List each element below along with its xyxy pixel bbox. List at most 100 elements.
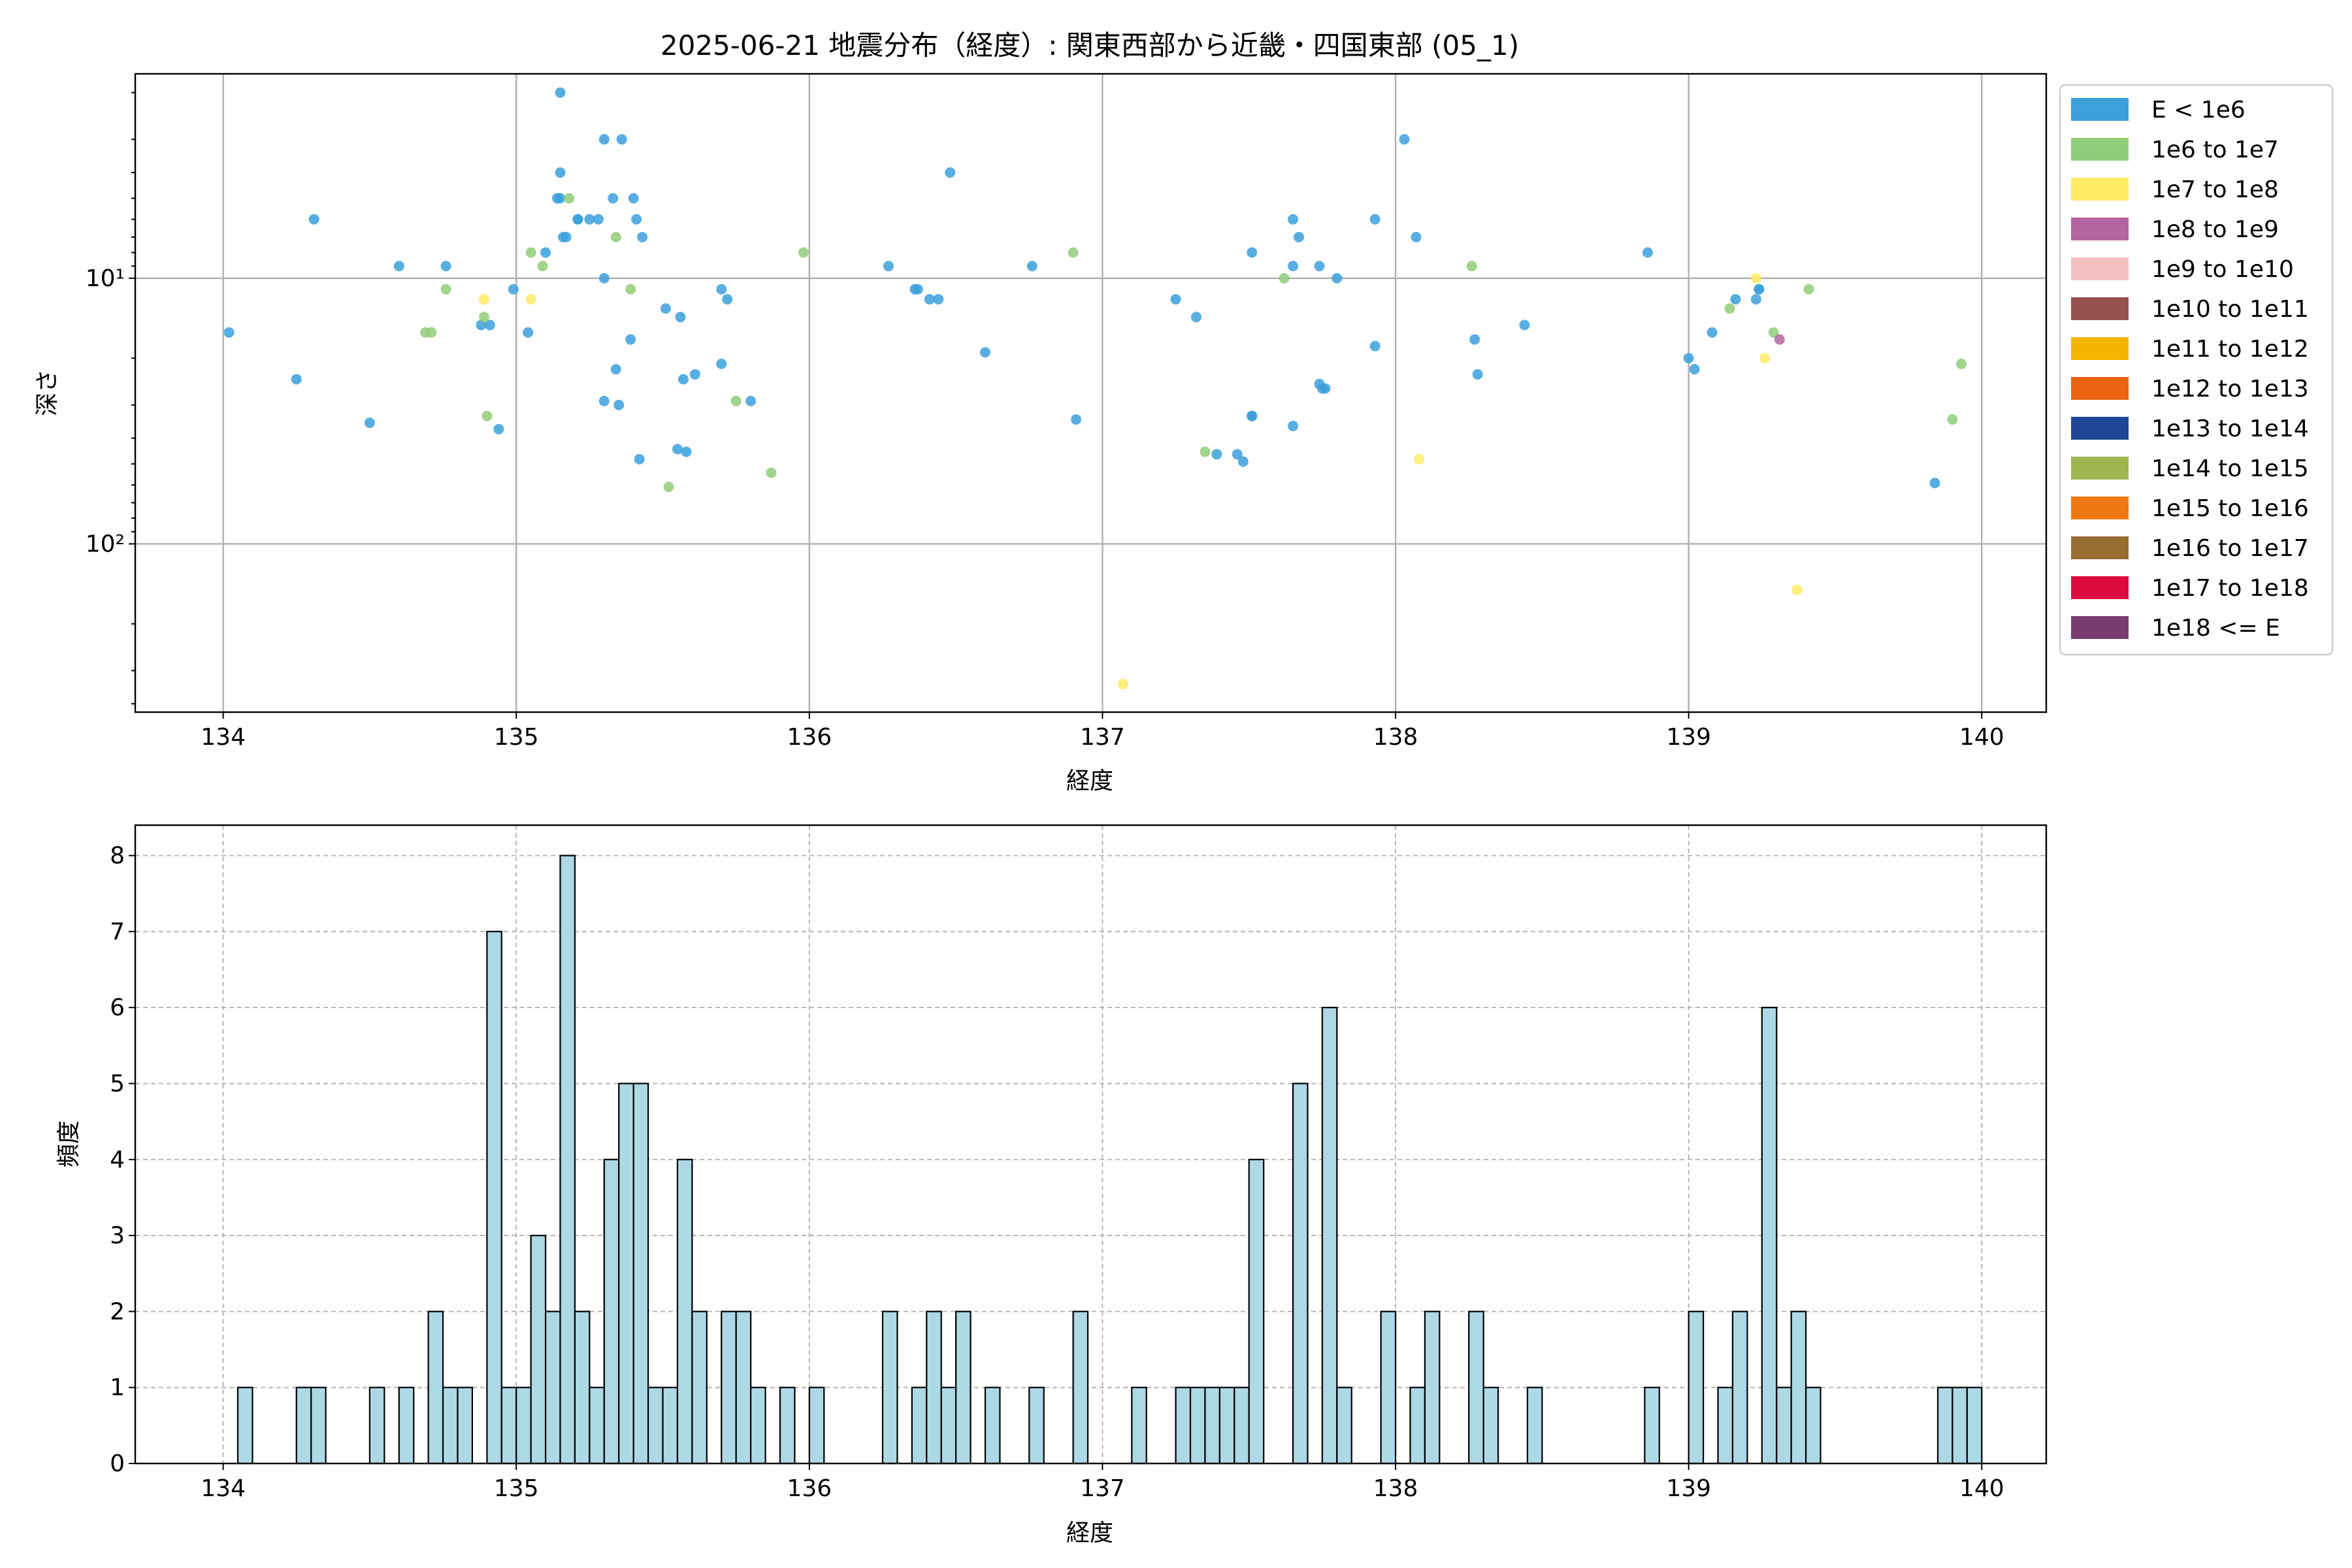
- scatter-point: [1071, 414, 1082, 425]
- histogram-bar: [544, 1311, 561, 1465]
- legend-swatch: [2071, 417, 2129, 440]
- scatter-point: [540, 247, 551, 258]
- scatter-point: [613, 399, 625, 410]
- scatter-point: [223, 327, 235, 338]
- scatter-point: [1724, 303, 1735, 314]
- histogram-bar: [662, 1386, 679, 1465]
- scatter-point: [1774, 334, 1785, 345]
- scatter-point: [1170, 294, 1181, 305]
- legend-items: E < 1e6 1e6 to 1e7 1e7 to 1e8 1e8 to 1e9 1e9…: [2071, 97, 2309, 642]
- scatter-point: [945, 167, 956, 178]
- histogram-bar: [500, 1386, 517, 1465]
- histogram-bar: [295, 1386, 312, 1465]
- legend-label: 1e11 to 1e12: [2151, 336, 2309, 363]
- histogram-bar: [1936, 1386, 1953, 1465]
- histogram-bar: [1776, 1386, 1792, 1465]
- histogram-bar: [574, 1311, 591, 1465]
- histogram-bar: [530, 1234, 547, 1465]
- histogram-bar: [911, 1386, 928, 1465]
- histogram-bar: [632, 1083, 649, 1465]
- histogram-bar: [457, 1386, 474, 1465]
- scatter-point: [1411, 231, 1422, 242]
- histogram-bar: [1688, 1311, 1705, 1465]
- histogram-y-tick-label: 6: [110, 994, 125, 1021]
- scatter-point: [681, 446, 692, 457]
- scatter-point: [1288, 214, 1299, 225]
- scatter-point: [610, 231, 621, 242]
- scatter-point: [1288, 261, 1299, 272]
- legend-swatch: [2071, 497, 2129, 519]
- scatter-x-tick-label: 137: [1080, 724, 1125, 751]
- histogram-bar: [1248, 1158, 1265, 1465]
- legend-swatch: [2071, 337, 2129, 360]
- histogram-bar: [398, 1386, 415, 1465]
- scatter-point: [1768, 327, 1779, 338]
- histogram-bar: [1468, 1311, 1484, 1465]
- scatter-point: [1730, 294, 1741, 305]
- histogram-bar: [1805, 1386, 1821, 1465]
- scatter-point: [493, 423, 504, 434]
- scatter-point: [523, 327, 534, 338]
- scatter-point: [364, 417, 375, 429]
- legend-swatch: [2071, 536, 2129, 559]
- legend-label: 1e14 to 1e15: [2151, 455, 2309, 482]
- legend-swatch: [2071, 178, 2129, 201]
- scatter-point: [1929, 478, 1940, 489]
- histogram-bar: [940, 1386, 957, 1465]
- scatter-point: [525, 247, 536, 258]
- legend-label: 1e18 <= E: [2151, 615, 2280, 642]
- scatter-point: [625, 334, 636, 345]
- scatter-y-tick-label: 10¹: [86, 265, 125, 292]
- scatter-point: [440, 284, 451, 295]
- histogram-y-tick-label: 4: [110, 1147, 125, 1173]
- histogram-bar: [1189, 1386, 1206, 1465]
- legend-label: 1e15 to 1e16: [2151, 495, 2309, 522]
- scatter-y-axis-label: 深さ: [34, 369, 61, 416]
- histogram-bar: [603, 1158, 620, 1465]
- scatter-point: [1294, 231, 1305, 242]
- scatter-title: 2025-06-21 地震分布（経度）: 関東西部から近畿・四国東部 (05_1…: [661, 29, 1519, 61]
- histogram-bar: [1292, 1083, 1309, 1465]
- scatter-point: [1399, 134, 1410, 145]
- histogram-ticks: 134 135 136 137 138 139 140 0 1 2 3 4 5 6 7 8: [110, 843, 2004, 1502]
- scatter-point: [478, 312, 489, 323]
- histogram-bar: [1072, 1311, 1089, 1465]
- legend-swatch: [2071, 98, 2129, 121]
- scatter-x-tick-label: 140: [1959, 724, 2004, 751]
- scatter-point: [730, 395, 742, 406]
- legend-label: E < 1e6: [2151, 97, 2246, 123]
- scatter-point: [1232, 449, 1243, 460]
- histogram-bar: [1790, 1311, 1807, 1465]
- scatter-point: [476, 319, 487, 331]
- scatter-x-axis-label: 経度: [1066, 768, 1113, 794]
- histogram-bar: [1028, 1386, 1045, 1465]
- scatter-point: [1707, 327, 1718, 338]
- scatter-point: [308, 214, 319, 225]
- scatter-ticks: 134 135 136 137 138 139 140 10¹ 10²: [86, 91, 2004, 751]
- scatter-point: [1068, 247, 1079, 258]
- histogram-bar: [955, 1311, 972, 1465]
- scatter-point: [561, 231, 572, 242]
- histogram-y-tick-label: 1: [110, 1375, 125, 1401]
- scatter-point: [1331, 272, 1343, 284]
- histogram-bar: [779, 1386, 796, 1465]
- histogram-bar: [486, 930, 502, 1465]
- scatter-point: [1279, 272, 1290, 284]
- legend-label: 1e7 to 1e8: [2151, 176, 2279, 203]
- legend-box: [2059, 84, 2334, 656]
- histogram-bar: [1409, 1386, 1426, 1465]
- scatter-point: [584, 214, 595, 225]
- scatter-point: [1759, 353, 1771, 364]
- histogram-bar: [1717, 1386, 1734, 1465]
- scatter-point: [572, 214, 583, 225]
- legend: E < 1e6 1e6 to 1e7 1e7 to 1e8 1e8 to 1e9 1e9…: [2059, 84, 2334, 656]
- histogram-bar: [1204, 1386, 1220, 1465]
- scatter-point: [1689, 364, 1700, 375]
- scatter-point: [1369, 214, 1380, 225]
- scatter-point: [291, 374, 302, 385]
- scatter-point: [631, 214, 642, 225]
- histogram-bar: [1731, 1311, 1748, 1465]
- scatter-point: [616, 134, 627, 145]
